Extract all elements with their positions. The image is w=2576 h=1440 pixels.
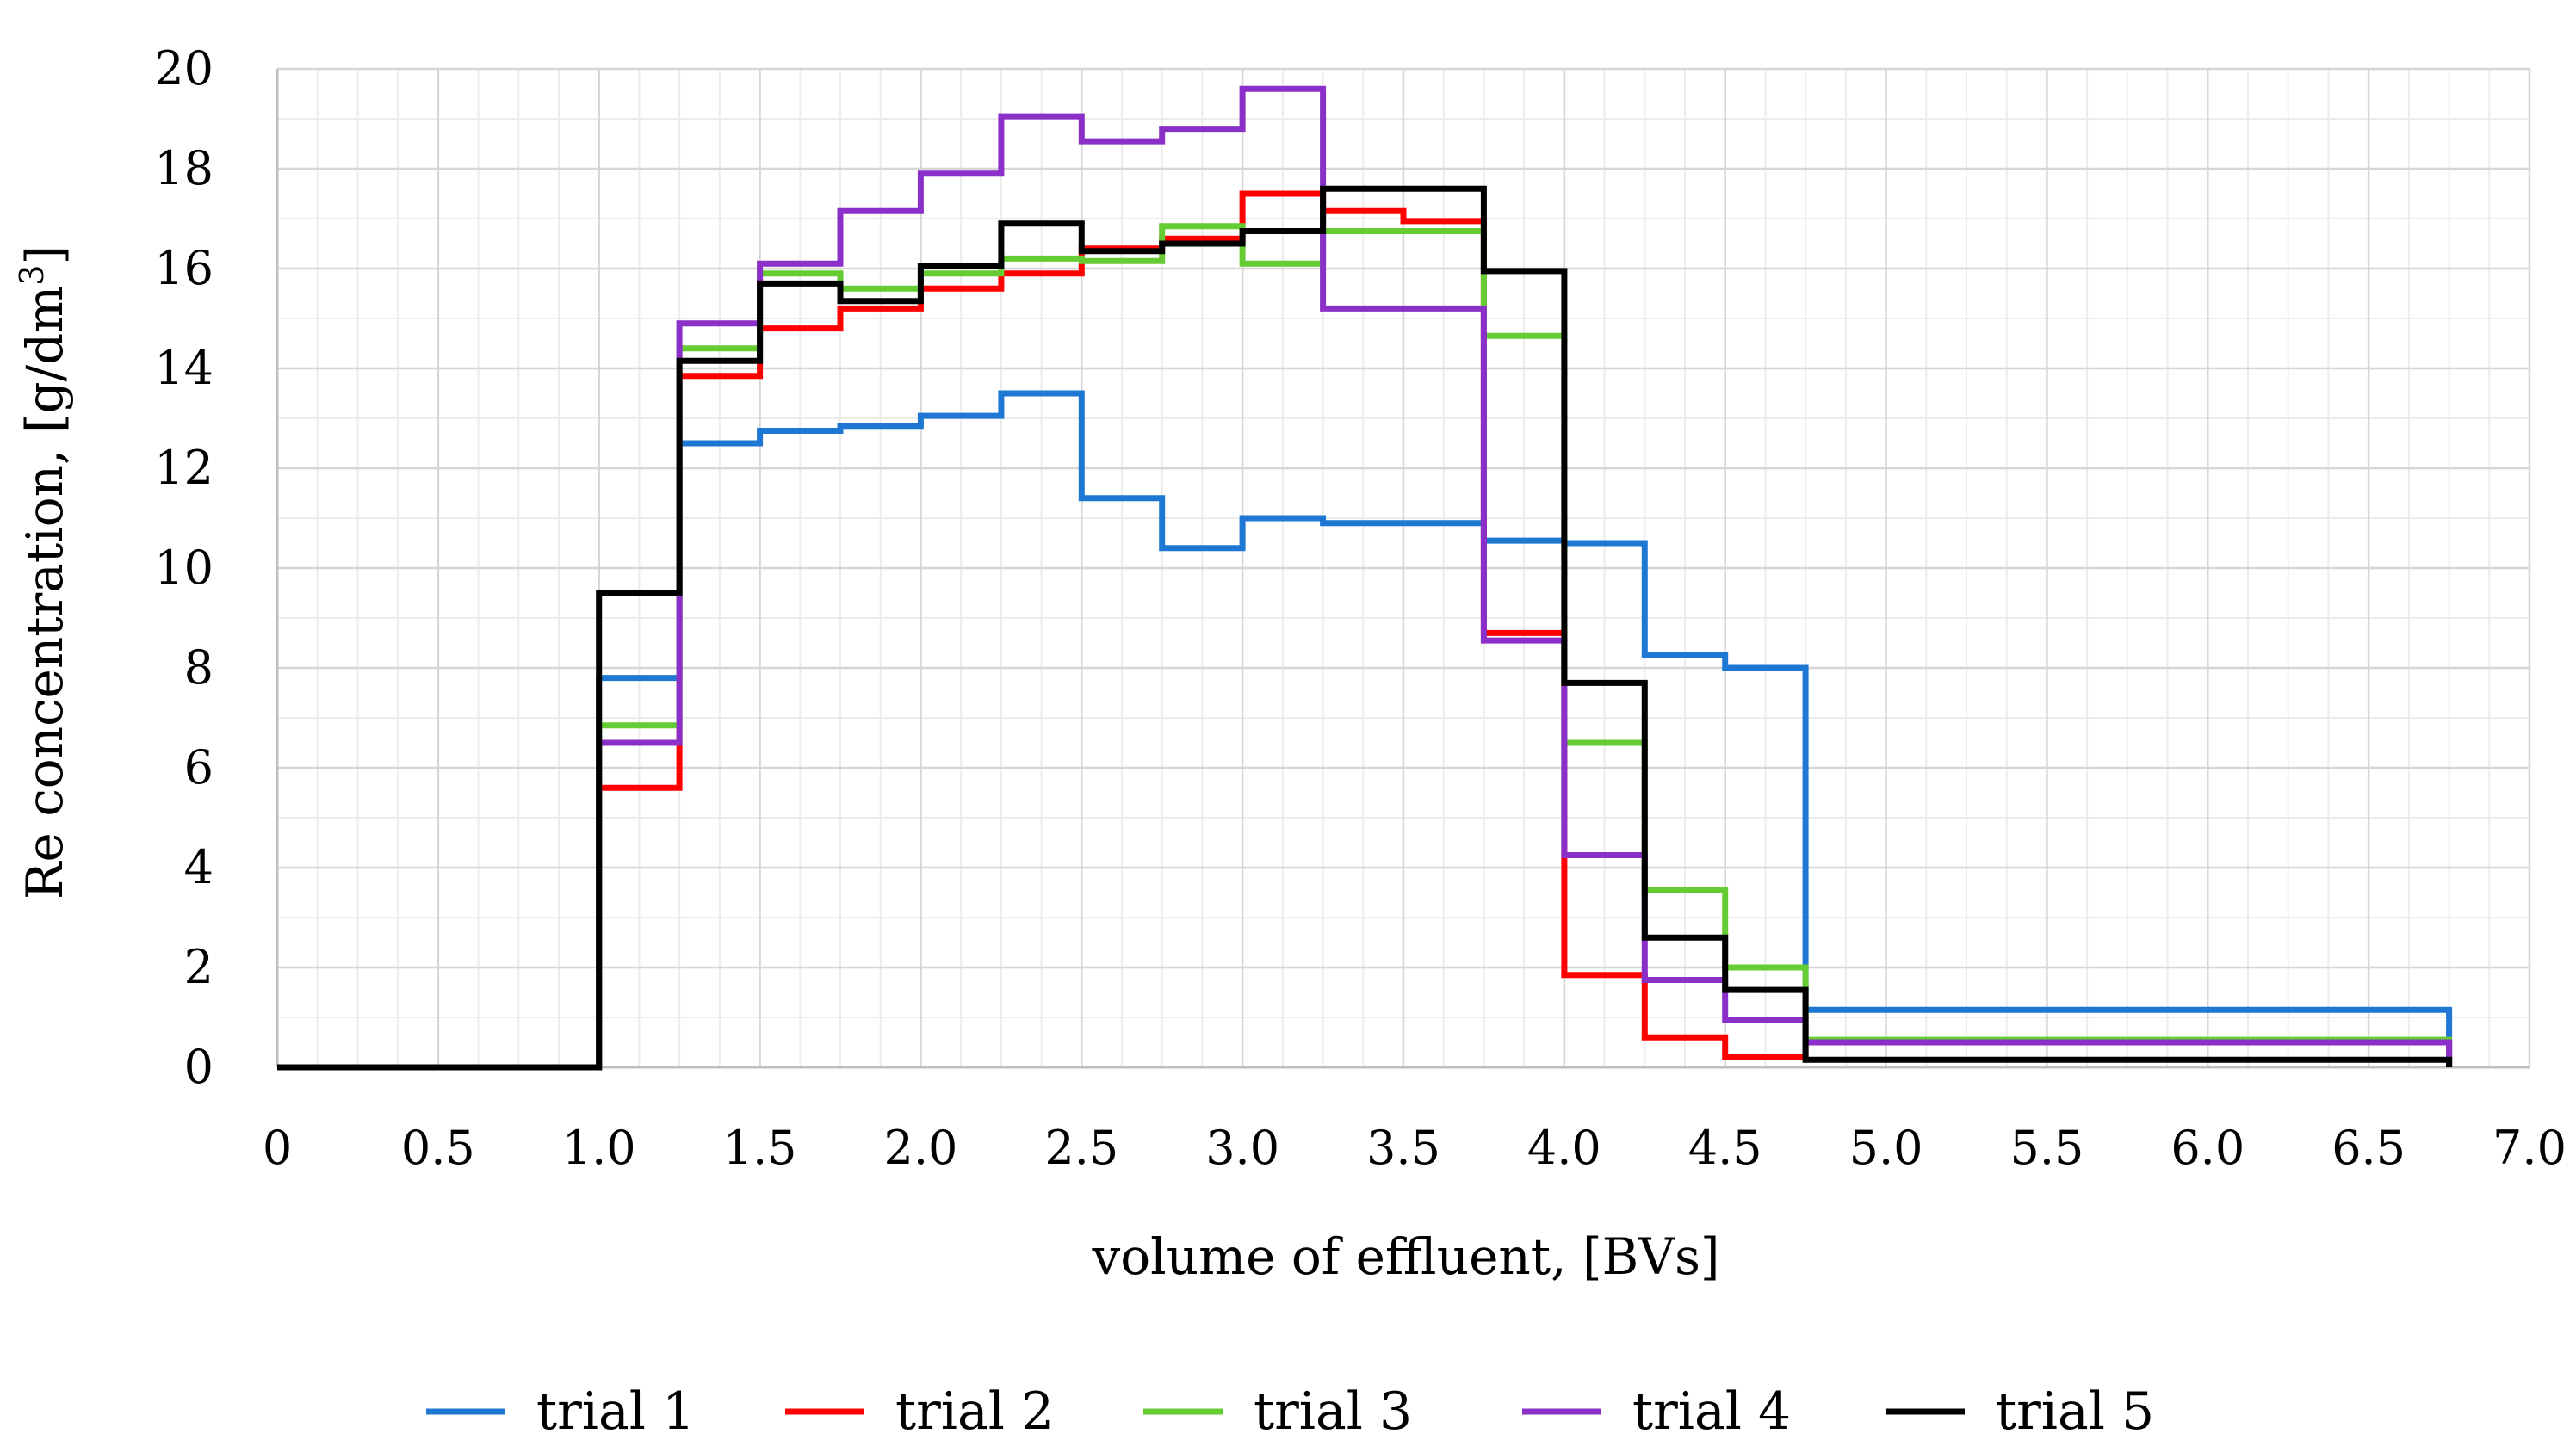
- legend-item-trial-1: trial 1: [426, 1381, 695, 1440]
- legend-label: trial 3: [1254, 1381, 1412, 1440]
- y-tick-label: 18: [154, 141, 214, 195]
- series-line-trial-5: [277, 185, 2453, 1071]
- x-tick-label: 3.5: [1366, 1121, 1440, 1175]
- x-tick-label: 4.0: [1527, 1121, 1601, 1175]
- x-tick-label: 2.5: [1044, 1121, 1118, 1175]
- legend-item-trial-4: trial 4: [1522, 1381, 1791, 1440]
- series-line-trial-1: [277, 390, 2453, 1071]
- x-tick-label: 0: [263, 1121, 292, 1175]
- x-tick-label: 5.0: [1849, 1121, 1923, 1175]
- y-tick-label: 6: [184, 740, 214, 794]
- axes: [276, 69, 2530, 1069]
- legend-label: trial 4: [1632, 1381, 1791, 1440]
- x-tick-label: 6.5: [2331, 1121, 2406, 1175]
- x-tick-label: 4.5: [1688, 1121, 1762, 1175]
- y-tick-label: 0: [184, 1040, 214, 1094]
- y-tick-label: 10: [154, 541, 214, 595]
- x-axis-title: volume of effluent, [BVs]: [1092, 1227, 1720, 1286]
- y-axis-title: Re concentration, [g/dm3]: [13, 245, 74, 899]
- legend-label: trial 2: [895, 1381, 1054, 1440]
- y-tick-label: 4: [184, 840, 214, 894]
- legend: trial 1 trial 2 trial 3 trial 4 trial 5: [426, 1381, 2154, 1440]
- x-tick-label: 1.0: [562, 1121, 636, 1175]
- legend-item-trial-3: trial 3: [1143, 1381, 1412, 1440]
- x-tick-label: 6.0: [2170, 1121, 2245, 1175]
- series-lines: [277, 85, 2453, 1071]
- x-tick-label: 1.5: [723, 1121, 797, 1175]
- legend-item-trial-2: trial 2: [785, 1381, 1054, 1440]
- legend-item-trial-5: trial 5: [1886, 1381, 2154, 1440]
- y-tick-label: 14: [154, 341, 214, 395]
- x-tick-labels: 0 0.5 1.0 1.5 2.0 2.5 3.0 3.5 4.0 4.5 5.0 5.5 6.0 6.5…: [263, 1121, 2567, 1175]
- y-axis-title-close: ]: [15, 245, 74, 265]
- y-tick-label: 12: [154, 441, 214, 495]
- legend-label: trial 5: [1996, 1381, 2154, 1440]
- x-tick-label: 7.0: [2492, 1121, 2567, 1175]
- x-tick-label: 2.0: [883, 1121, 957, 1175]
- y-tick-label: 2: [184, 940, 214, 994]
- grid: [277, 67, 2531, 1067]
- y-tick-label: 8: [184, 640, 214, 695]
- legend-label: trial 1: [536, 1381, 695, 1440]
- y-tick-label: 16: [154, 241, 214, 295]
- y-tick-labels: 0 2 4 6 8 10 12 14 16 18 20: [154, 41, 214, 1094]
- x-tick-label: 3.0: [1205, 1121, 1279, 1175]
- y-tick-label: 20: [154, 41, 214, 96]
- y-axis-title-superscript: 3: [13, 265, 51, 286]
- x-tick-label: 0.5: [401, 1121, 475, 1175]
- x-tick-label: 5.5: [2009, 1121, 2084, 1175]
